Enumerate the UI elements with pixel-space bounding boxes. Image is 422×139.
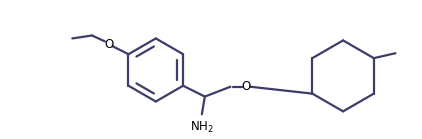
Text: O: O [104, 38, 114, 51]
Text: O: O [241, 80, 251, 93]
Text: NH$_2$: NH$_2$ [190, 120, 214, 135]
